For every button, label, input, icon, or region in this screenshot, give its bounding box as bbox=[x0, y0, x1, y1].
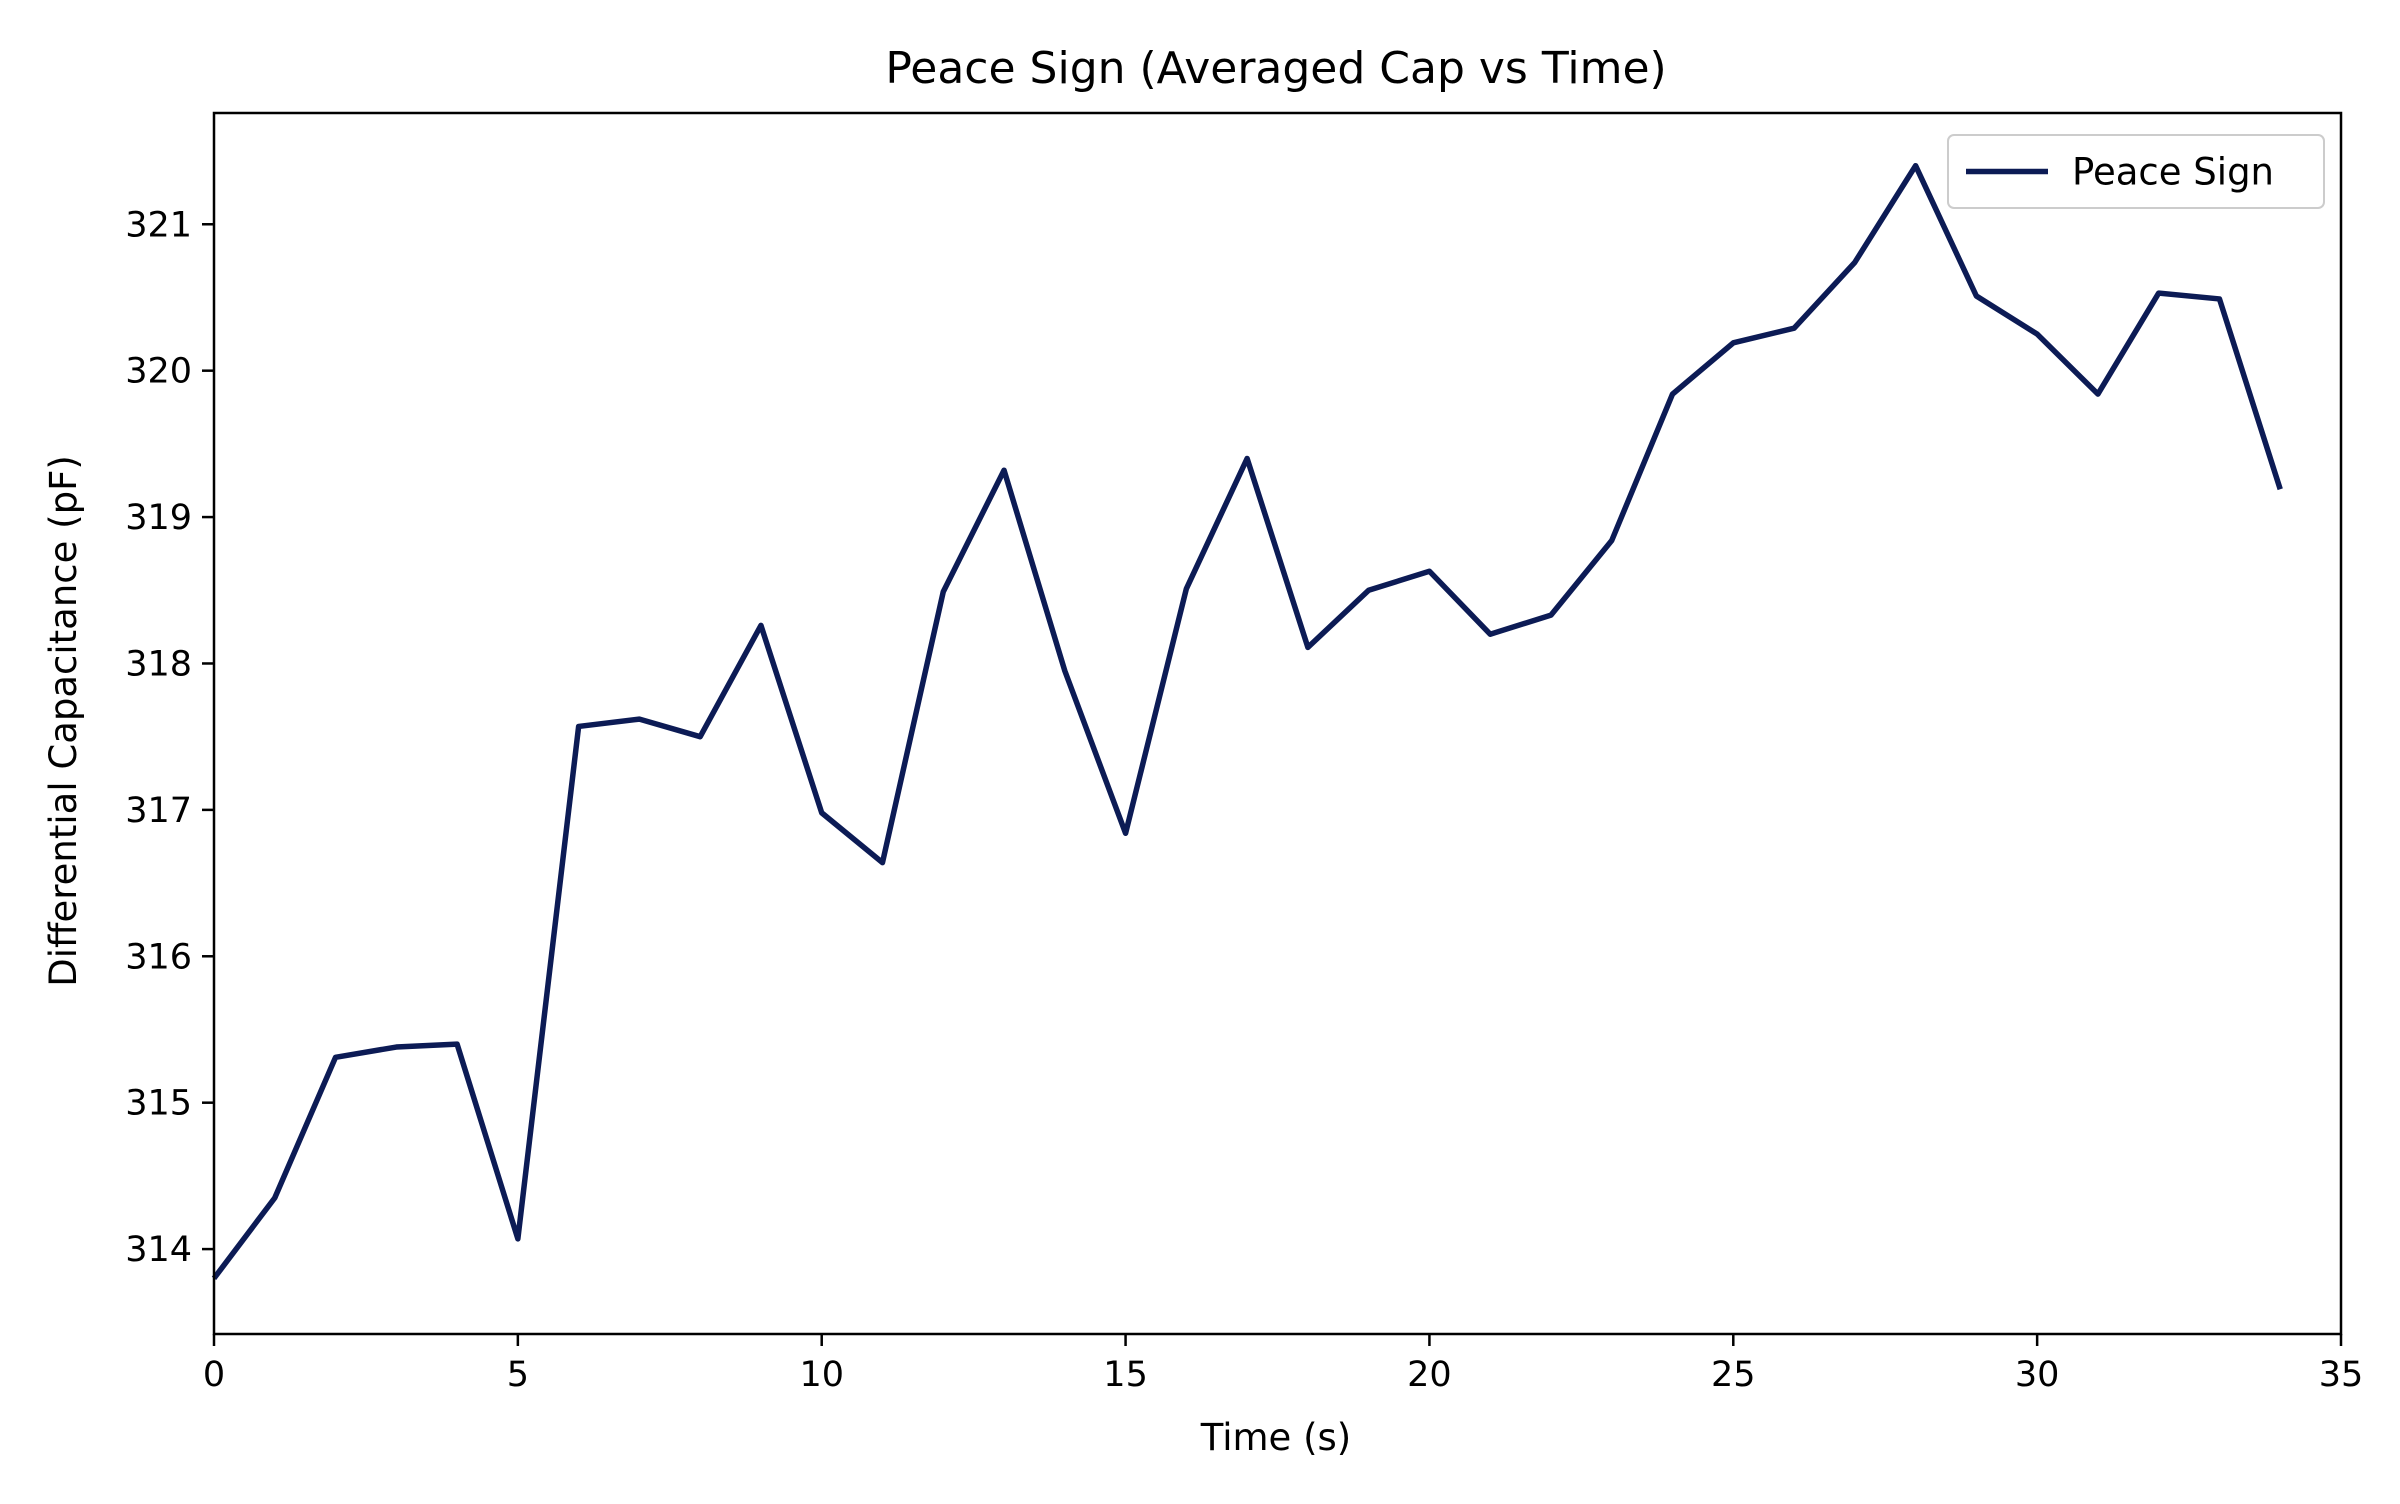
x-tick-label: 5 bbox=[507, 1355, 529, 1395]
x-tick-label: 25 bbox=[1711, 1355, 1756, 1395]
x-tick-label: 35 bbox=[2319, 1355, 2364, 1395]
y-tick-label: 321 bbox=[125, 205, 192, 245]
y-tick-label: 318 bbox=[125, 644, 192, 684]
y-tick-label: 319 bbox=[125, 498, 192, 538]
x-tick-label: 20 bbox=[1407, 1355, 1452, 1395]
plot-area: 0 5 10 15 20 25 30 35 314 315 316 317 318 319 320 321 bbox=[125, 111, 2364, 1395]
x-tick-label: 15 bbox=[1103, 1355, 1148, 1395]
legend-box bbox=[1947, 134, 2325, 209]
y-axis-title: Differential Capacitance (pF) bbox=[42, 455, 85, 987]
plot-frame bbox=[212, 111, 2343, 1336]
y-tick-label: 316 bbox=[125, 937, 192, 977]
y-tick-label: 314 bbox=[125, 1230, 192, 1270]
x-tick-label: 0 bbox=[203, 1355, 225, 1395]
x-axis-title: Time (s) bbox=[1200, 1416, 1351, 1459]
chart-title: Peace Sign (Averaged Cap vs Time) bbox=[885, 43, 1666, 94]
y-tick-label: 317 bbox=[125, 791, 192, 831]
x-tick-label: 10 bbox=[799, 1355, 844, 1395]
x-tick-label: 30 bbox=[2015, 1355, 2060, 1395]
series-line bbox=[211, 162, 2283, 1281]
legend: Peace Sign bbox=[1947, 134, 2325, 209]
y-tick-label: 320 bbox=[125, 352, 192, 392]
y-tick-label: 315 bbox=[125, 1084, 192, 1124]
legend-label: Peace Sign bbox=[2072, 151, 2274, 194]
